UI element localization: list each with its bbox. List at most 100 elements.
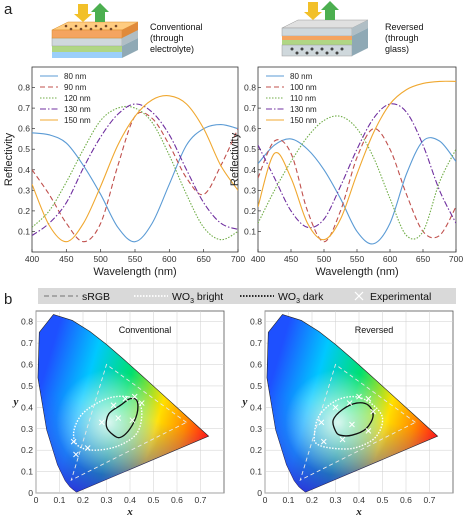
legend-label: 80 nm (290, 72, 313, 81)
reversed-caption: Reversed (through glass) (385, 22, 424, 54)
experimental-point (110, 402, 117, 409)
x-tick-label: 0.4 (353, 495, 365, 505)
srgb-legend-label: sRGB (82, 291, 110, 303)
legend-label: 90 nm (64, 83, 87, 92)
experimental-point (356, 393, 362, 400)
y-tick-label: 0 (28, 488, 33, 498)
x-tick-label: 0.7 (195, 495, 207, 505)
reversed-device-icon (281, 1, 369, 57)
y-tick-label: 0.3 (244, 185, 256, 195)
x-tick-label: 0.6 (171, 495, 183, 505)
y-tick-label: 0.7 (250, 338, 262, 348)
marker-stroke (332, 404, 339, 411)
panel-b-label: b (4, 291, 12, 308)
x-tick-label: 500 (317, 254, 332, 264)
caption-line: (through (150, 33, 184, 43)
x-tick-label: 0.5 (148, 495, 160, 505)
experimental-point (73, 451, 79, 458)
y-tick-label: 0.8 (21, 317, 33, 327)
y-tick-label: 0.2 (18, 206, 30, 216)
y-axis-label: Reflectivity (3, 132, 15, 186)
y-tick-label: 0.1 (244, 226, 256, 236)
legend-label: 80 nm (64, 72, 87, 81)
experimental-point (365, 395, 372, 402)
series-group (32, 95, 238, 243)
y-tick-label: 0.5 (21, 381, 33, 391)
conventional-chromaticity-chart: 0 0.1 0.2 0.3 0.4 0.5 0.6 0.7 0 0.1 0.2 0.3 0.4 0.5 0.… (12, 310, 225, 518)
x-tick-label: 0.2 (306, 495, 318, 505)
experimental-point (131, 393, 138, 400)
caption-line: Reversed (385, 22, 424, 32)
legend-label: 150 nm (64, 116, 91, 125)
bright-label-sub: 3 (190, 298, 194, 305)
y-tick-label: 0.4 (18, 165, 30, 175)
legend-label: 150 nm (290, 116, 317, 125)
x-tick-label: 0 (263, 495, 268, 505)
x-tick-label: 0.2 (77, 495, 89, 505)
y-tick-label: 0.7 (21, 338, 33, 348)
marker-stroke (318, 419, 325, 426)
y-tick-label: 0.2 (21, 445, 33, 455)
y-tick-label: 0.6 (244, 124, 256, 134)
marker-stroke (98, 419, 105, 426)
marker-stroke (349, 421, 355, 428)
y-tick-label: 0.1 (21, 467, 33, 477)
legend-label: 120 nm (64, 94, 91, 103)
caption-line: glass) (385, 44, 409, 54)
y-tick-label: 0.5 (18, 144, 30, 154)
experimental-point (365, 428, 372, 434)
spectral-locus-white (266, 314, 438, 492)
chart-title: Reversed (355, 325, 394, 335)
x-tick-label: 700 (231, 254, 246, 264)
y-axis-label: y (12, 396, 19, 408)
y-tick-label: 0.6 (250, 360, 262, 370)
y-tick-label: 0.3 (250, 424, 262, 434)
x-tick-label: 600 (383, 254, 398, 264)
x-tick-label: 700 (449, 254, 464, 264)
marker-stroke (115, 415, 122, 421)
experimental-point (115, 415, 122, 421)
experimental-point (370, 408, 376, 415)
experimental-point (129, 417, 136, 424)
dark-label-sub: 3 (296, 298, 300, 305)
x-tick-label: 0.6 (400, 495, 412, 505)
x-axis-label: x (355, 506, 362, 518)
y-tick-label: 0.8 (244, 83, 256, 93)
y-tick-label: 0.3 (21, 424, 33, 434)
marker-stroke (339, 436, 346, 443)
y-tick-label: 0.5 (244, 144, 256, 154)
series-line (258, 137, 456, 245)
x-tick-label: 400 (25, 254, 40, 264)
experimental-point (349, 421, 355, 428)
chart-title: Conventional (119, 325, 172, 335)
y-tick-label: 0.3 (18, 185, 30, 195)
legend-label: 130 nm (64, 105, 91, 114)
x-tick-label: 0.3 (330, 495, 342, 505)
x-tick-label: 0.1 (283, 495, 295, 505)
y-tick-label: 0.4 (244, 165, 256, 175)
conventional-device-icon (51, 3, 139, 58)
x-tick-label: 0.7 (424, 495, 436, 505)
y-axis-label: Reflectivity (229, 132, 241, 186)
marker-stroke (122, 395, 129, 402)
x-tick-label: 650 (416, 254, 431, 264)
experimental-point (70, 438, 77, 445)
x-tick-label: 450 (59, 254, 74, 264)
marker-stroke (370, 408, 376, 415)
conventional-reflectivity-chart: 400 450 500 550 600 650 700 0.1 0.2 0.3 0.4 0.5 0.6 0… (3, 66, 246, 278)
marker-stroke (70, 438, 77, 445)
y-tick-label: 0.7 (18, 103, 30, 113)
x-tick-label: 550 (350, 254, 365, 264)
y-tick-label: 0 (257, 488, 262, 498)
caption-line: Conventional (150, 22, 203, 32)
bright-legend-label: WO3 bright (172, 291, 223, 305)
experimental-point (318, 419, 325, 426)
y-tick-label: 0.4 (250, 402, 262, 412)
experimental-point (98, 419, 105, 426)
y-tick-label: 0.2 (244, 206, 256, 216)
marker-stroke (84, 445, 91, 451)
conventional-caption: Conventional (through electrolyte) (150, 22, 203, 54)
dark-legend-label: WO3 dark (278, 291, 324, 305)
y-tick-label: 0.4 (21, 402, 33, 412)
experimental-point (122, 395, 129, 402)
